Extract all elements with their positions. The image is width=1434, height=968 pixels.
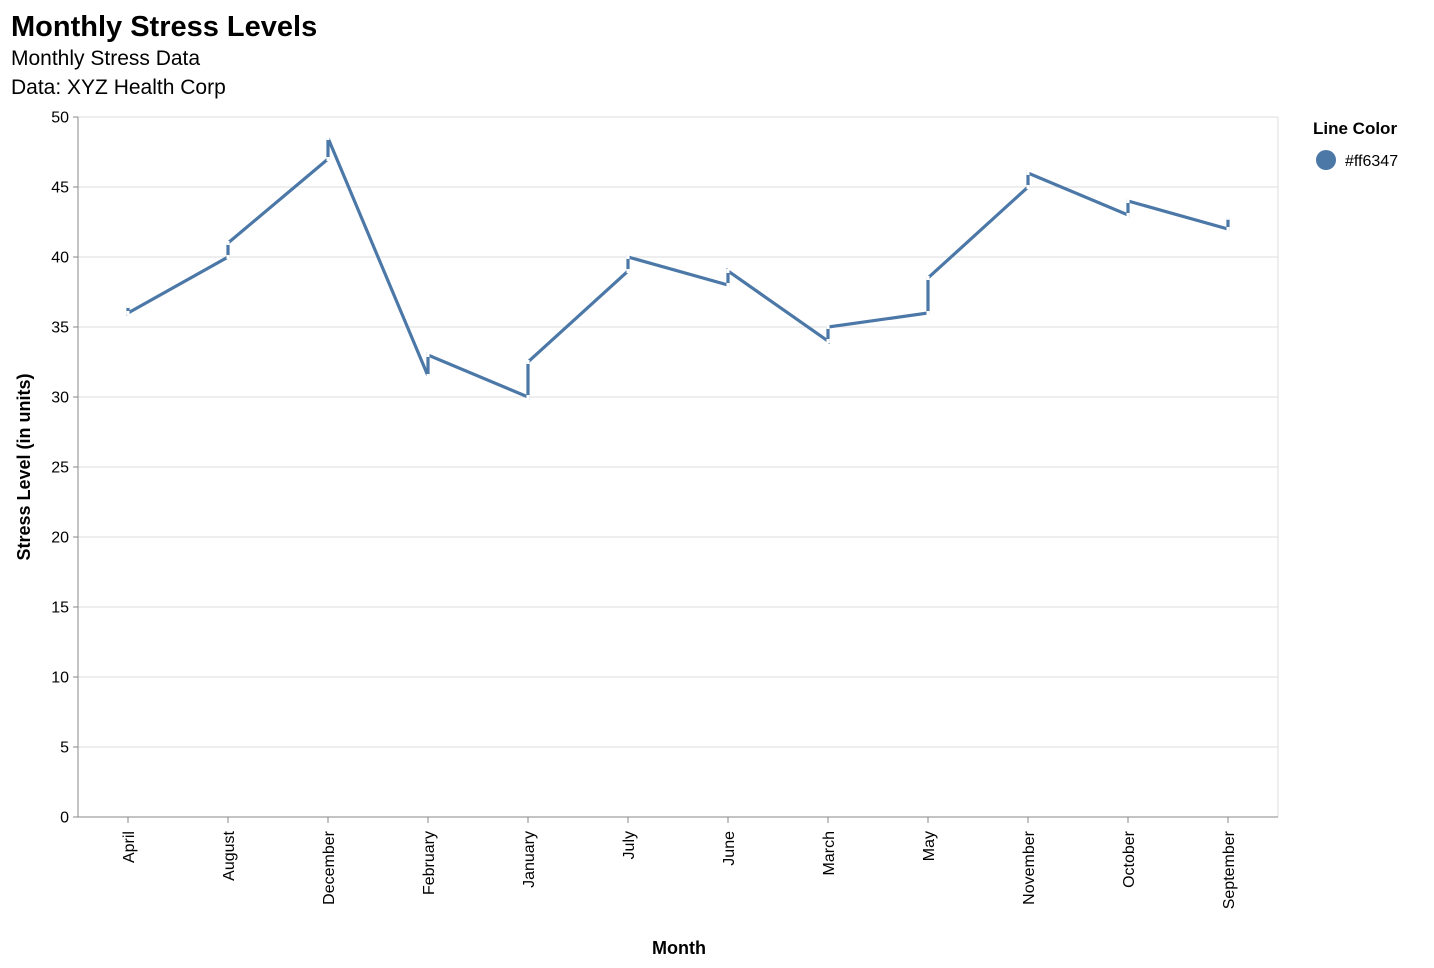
- y-tick-label: 45: [51, 180, 69, 197]
- x-tick-label: March: [821, 831, 838, 875]
- legend-title: Line Color: [1313, 119, 1397, 138]
- y-tick-label: 40: [51, 250, 69, 267]
- chart-title: Monthly Stress Levels: [11, 11, 317, 43]
- data-point: [426, 374, 430, 378]
- x-tick-label: July: [621, 831, 638, 859]
- y-tick-label: 5: [60, 740, 69, 757]
- x-tick-label: September: [1221, 830, 1238, 909]
- x-tick-label: April: [121, 831, 138, 863]
- legend-swatch: [1316, 150, 1336, 170]
- data-point: [226, 241, 230, 245]
- x-tick-label: November: [1021, 830, 1038, 904]
- x-tick-label: October: [1121, 830, 1138, 888]
- data-point: [826, 339, 830, 343]
- data-point: [1126, 213, 1130, 217]
- legend-label: #ff6347: [1345, 153, 1398, 170]
- x-tick-label: February: [421, 831, 438, 895]
- data-point: [1026, 185, 1030, 189]
- chart-subtitle: Monthly Stress Data: [11, 47, 200, 70]
- x-tick-label: January: [521, 831, 538, 888]
- x-tick-label: August: [221, 830, 238, 880]
- chart-source: Data: XYZ Health Corp: [11, 76, 226, 99]
- y-tick-label: 25: [51, 460, 69, 477]
- data-point: [326, 157, 330, 161]
- y-tick-label: 50: [51, 110, 69, 127]
- legend: Line Color #ff6347: [1313, 119, 1398, 170]
- data-point: [1126, 199, 1130, 203]
- data-point: [326, 136, 330, 140]
- data-point: [926, 311, 930, 315]
- data-point: [626, 255, 630, 259]
- data-point: [126, 304, 130, 308]
- data-point: [626, 269, 630, 273]
- data-point: [1226, 227, 1230, 231]
- data-point: [226, 255, 230, 259]
- y-tick-label: 15: [51, 600, 69, 617]
- x-tick-label: December: [321, 830, 338, 904]
- axes: 0 5 10 15 20 25 30 35 40 45 50 April August December F…: [51, 110, 1278, 909]
- series-path: [126, 137, 1230, 400]
- y-tick-label: 0: [60, 810, 69, 827]
- data-point: [426, 353, 430, 357]
- x-tick-label: June: [721, 831, 738, 866]
- data-point: [726, 269, 730, 273]
- data-point: [826, 325, 830, 329]
- data-point: [926, 276, 930, 280]
- data-point: [526, 360, 530, 364]
- y-tick-label: 35: [51, 320, 69, 337]
- y-tick-label: 20: [51, 530, 69, 547]
- data-point: [1026, 171, 1030, 175]
- x-axis-title: Month: [652, 938, 706, 958]
- y-tick-label: 10: [51, 670, 69, 687]
- y-axis-title: Stress Level (in units): [14, 373, 34, 560]
- data-point: [526, 395, 530, 399]
- series-line: [126, 136, 1230, 400]
- data-point: [126, 311, 130, 315]
- x-tick-label: May: [921, 831, 938, 861]
- data-point: [1226, 215, 1230, 220]
- data-point: [726, 283, 730, 287]
- y-tick-label: 30: [51, 390, 69, 407]
- gridlines: [78, 116, 1279, 818]
